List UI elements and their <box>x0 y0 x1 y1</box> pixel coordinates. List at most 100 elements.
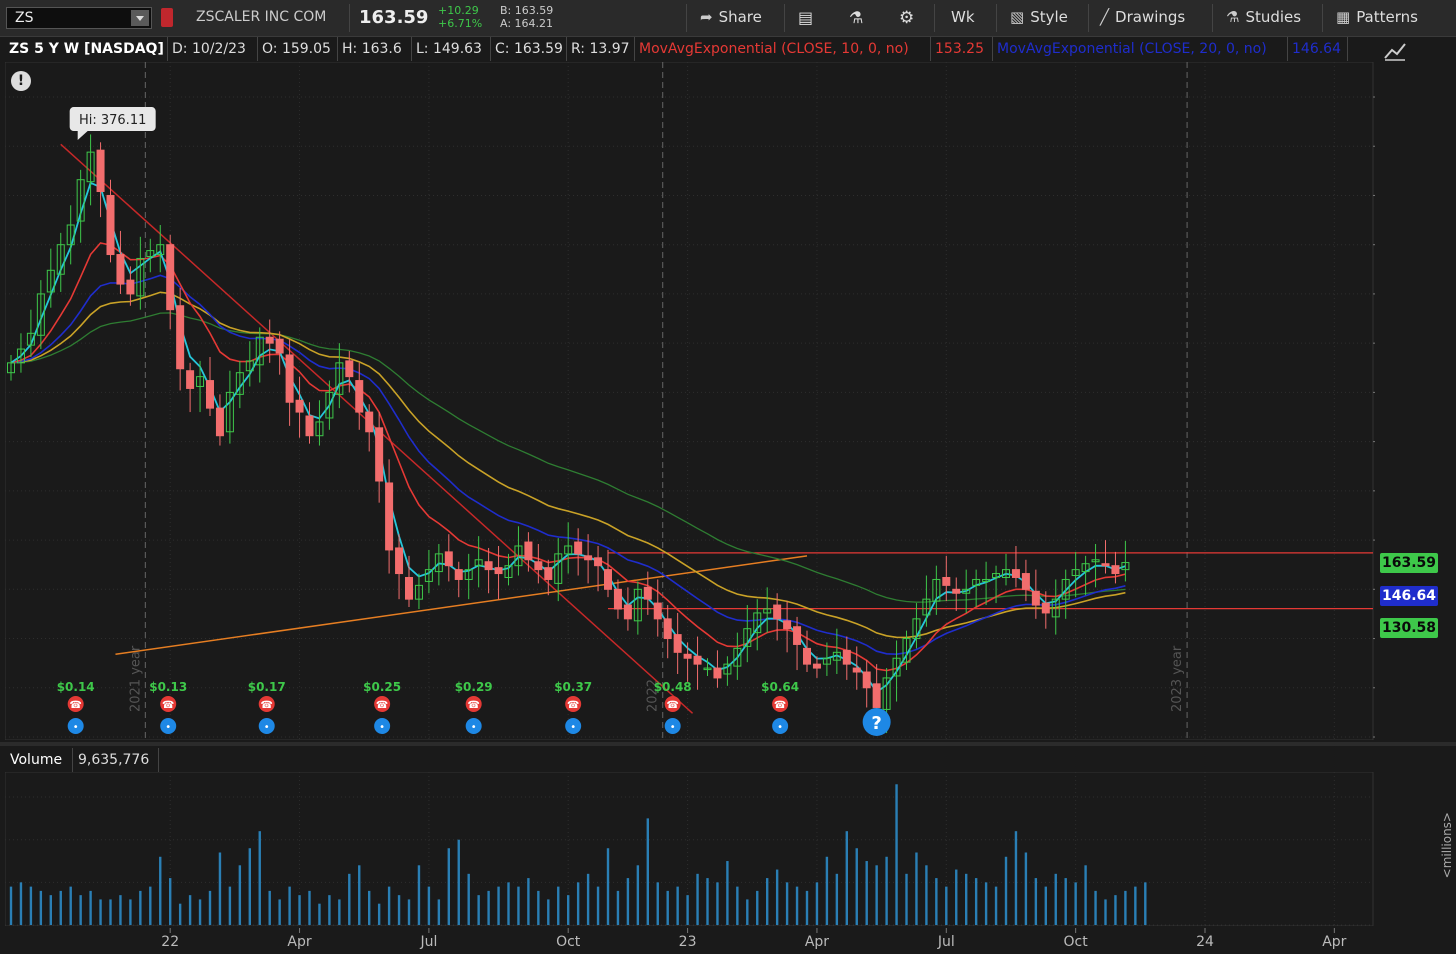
bulb-icon: • <box>264 722 270 733</box>
candle-body <box>594 557 603 567</box>
earnings-value: $0.14 <box>57 680 95 694</box>
warning-icon[interactable]: ! <box>11 71 31 91</box>
volume-bar <box>775 869 779 925</box>
volume-unit: <millions> <box>1440 812 1454 879</box>
candle-body <box>156 244 165 256</box>
company-name: ZSCALER INC COM <box>196 9 327 25</box>
candle-body <box>554 553 563 584</box>
time-axis[interactable]: 22 Apr Jul Oct 23 Apr Jul Oct 24 Apr <box>5 928 1375 952</box>
x-tick-label: Oct <box>556 934 581 950</box>
volume-bar <box>1084 865 1087 925</box>
candle-body <box>872 683 881 708</box>
change-value: +10.29 <box>438 4 479 17</box>
candle-body <box>106 194 115 256</box>
volume-bar <box>308 890 311 925</box>
studies-button[interactable]: ⚗ Studies <box>1226 8 1301 26</box>
drawing-tool-icon[interactable] <box>1382 40 1408 62</box>
volume-bar <box>646 818 649 925</box>
candle-body <box>464 569 473 580</box>
x-tick-label: Apr <box>287 934 311 950</box>
volume-bar <box>178 903 182 925</box>
divider <box>934 4 935 32</box>
volume-bar <box>427 886 431 925</box>
phone-icon: ☎ <box>567 700 579 711</box>
volume-bar <box>805 890 809 925</box>
settings-button[interactable]: ⚙ <box>899 8 914 28</box>
candle-body <box>7 362 15 374</box>
earnings-info-icon <box>565 718 582 734</box>
drawings-label: Drawings <box>1115 8 1186 26</box>
volume-bar <box>865 861 868 925</box>
candle-body <box>932 578 941 602</box>
candle-body <box>1031 590 1040 606</box>
candle-body <box>126 279 135 295</box>
phone-icon: ☎ <box>69 700 81 711</box>
volume-bar <box>845 831 848 925</box>
share-button[interactable]: ➦ Share <box>700 8 762 26</box>
patterns-button[interactable]: ▦ Patterns <box>1336 8 1418 26</box>
candle-body <box>1041 602 1050 614</box>
volume-bar <box>248 848 251 925</box>
candle-body <box>225 391 234 433</box>
volume-bar <box>815 882 819 925</box>
symbol-dropdown-button[interactable] <box>131 10 149 26</box>
candle-body <box>633 588 642 622</box>
change-percent: +6.71% <box>438 17 483 30</box>
share-icon: ➦ <box>700 8 713 26</box>
volume-bar <box>855 848 858 925</box>
candle-body <box>1061 578 1070 600</box>
gallery-button[interactable]: ▤ <box>798 8 813 27</box>
volume-bar <box>537 890 540 925</box>
candle-body <box>822 657 831 665</box>
volume-bar <box>238 865 242 925</box>
volume-bar <box>387 886 391 925</box>
divider <box>686 4 687 32</box>
candle-body <box>136 257 145 297</box>
ma20-value: 146.64 <box>1288 37 1348 61</box>
volume-bar <box>586 873 590 925</box>
volume-bar <box>159 856 162 925</box>
candle-body <box>335 362 344 395</box>
volume-bar <box>407 899 411 925</box>
alert-flag-icon[interactable] <box>161 8 173 27</box>
candle-body <box>733 647 742 667</box>
divider <box>1088 4 1089 32</box>
volume-bar <box>974 878 978 925</box>
period-button[interactable]: Wk <box>951 8 975 26</box>
candle-body <box>544 567 553 580</box>
volume-bar <box>716 882 719 925</box>
lab-button[interactable]: ⚗ <box>849 8 863 27</box>
ma10-value: 153.25 <box>931 37 993 61</box>
candle-body <box>235 372 244 395</box>
volume-bar <box>507 882 510 925</box>
price-chart[interactable]: 7510012515017520022525027530032535037540… <box>5 62 1375 740</box>
volume-bar <box>497 886 500 925</box>
divider <box>996 4 997 32</box>
divider <box>349 4 350 32</box>
volume-bar <box>1064 878 1067 925</box>
volume-bar <box>1074 882 1077 925</box>
candle-body <box>882 677 891 710</box>
volume-bar <box>626 878 630 925</box>
candle-body <box>1091 559 1100 563</box>
volume-bar <box>268 890 271 925</box>
volume-chart[interactable]: 102030 <box>5 772 1375 926</box>
candle-body <box>215 407 224 437</box>
volume-bar <box>1034 878 1038 925</box>
earnings-value: $0.17 <box>248 680 286 694</box>
volume-bar <box>278 899 281 925</box>
candle-body <box>375 427 384 482</box>
volume-bar <box>1134 886 1137 925</box>
flask-icon: ⚗ <box>849 8 864 27</box>
ask-value: A: 164.21 <box>500 17 554 30</box>
ma10-label[interactable]: MovAvgExponential (CLOSE, 10, 0, no) <box>635 37 931 61</box>
volume-bar <box>417 865 421 925</box>
pane-divider[interactable] <box>0 742 1456 746</box>
candle-body <box>862 671 871 689</box>
ma20-label[interactable]: MovAvgExponential (CLOSE, 20, 0, no) <box>993 37 1288 61</box>
drawings-button[interactable]: ╱ Drawings <box>1100 8 1185 26</box>
earnings-call-icon <box>258 696 275 712</box>
symbol-input[interactable]: ZS <box>6 7 152 29</box>
style-button[interactable]: ▧ Style <box>1010 8 1068 26</box>
candle-body <box>763 608 772 614</box>
